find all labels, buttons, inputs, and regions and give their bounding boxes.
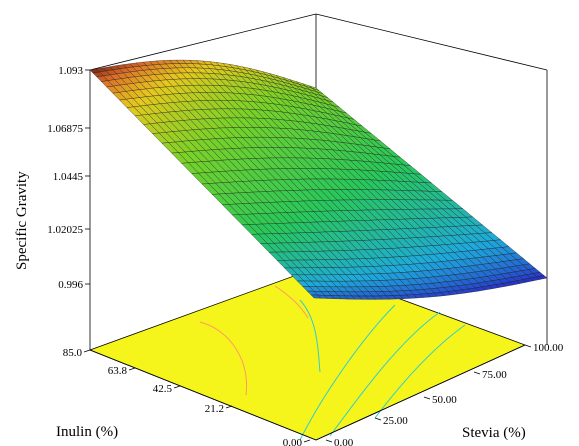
y-axis-title: Stevia (%)	[462, 425, 526, 441]
contour-lines	[199, 285, 466, 441]
top-left-edge	[89, 13, 317, 71]
y-tick-mark	[473, 371, 481, 375]
floor-front-right-edge	[315, 344, 526, 441]
contour-line	[374, 324, 466, 419]
y-tick-mark	[374, 417, 382, 421]
x-tick-label: 85.0	[63, 347, 83, 359]
contour-line	[199, 321, 248, 396]
contour-line	[274, 285, 309, 319]
y-tick-label: 0.00	[334, 437, 354, 446]
top-right-edge	[315, 13, 548, 71]
z-tick-label: 1.02025	[47, 224, 83, 236]
x-tick-mark	[128, 367, 136, 371]
contour-line	[299, 299, 321, 373]
contour-line	[329, 311, 441, 437]
x-tick-label: 0.00	[283, 437, 303, 446]
x-axis-title: Inulin (%)	[56, 424, 118, 440]
surface-facet	[536, 275, 548, 280]
x-tick-mark	[225, 405, 233, 409]
y-tick-label: 25.00	[383, 415, 408, 427]
y-tick-label: 50.00	[432, 394, 457, 406]
y-tick-mark	[423, 396, 431, 400]
response-surface	[89, 59, 548, 300]
z-tick-label: 0.996	[58, 279, 83, 291]
y-tick-label: 75.00	[482, 369, 507, 381]
x-tick-mark	[303, 439, 311, 443]
z-tick-label: 1.093	[58, 65, 83, 77]
z-axis-ticks: 1.093 1.06875 1.0445 1.02025 0.996	[47, 65, 90, 291]
x-tick-label: 63.8	[108, 365, 128, 377]
floor-front-left-edge	[89, 349, 317, 441]
x-tick-label: 21.2	[205, 403, 224, 415]
x-tick-mark	[173, 385, 181, 389]
z-tick-label: 1.0445	[53, 171, 84, 183]
x-axis-ticks: 85.0 63.8 42.5 21.2 0.00	[63, 347, 311, 446]
y-tick-mark	[325, 439, 333, 443]
contour-line	[299, 304, 396, 441]
x-tick-mark	[83, 349, 91, 353]
x-tick-label: 42.5	[153, 383, 173, 395]
z-tick-label: 1.06875	[47, 123, 83, 135]
y-axis-ticks: 0.00 25.00 50.00 75.00 100.00	[325, 342, 564, 446]
z-axis-title: Specific Gravity	[14, 171, 30, 270]
y-tick-label: 100.00	[533, 342, 564, 354]
y-tick-mark	[524, 344, 532, 348]
